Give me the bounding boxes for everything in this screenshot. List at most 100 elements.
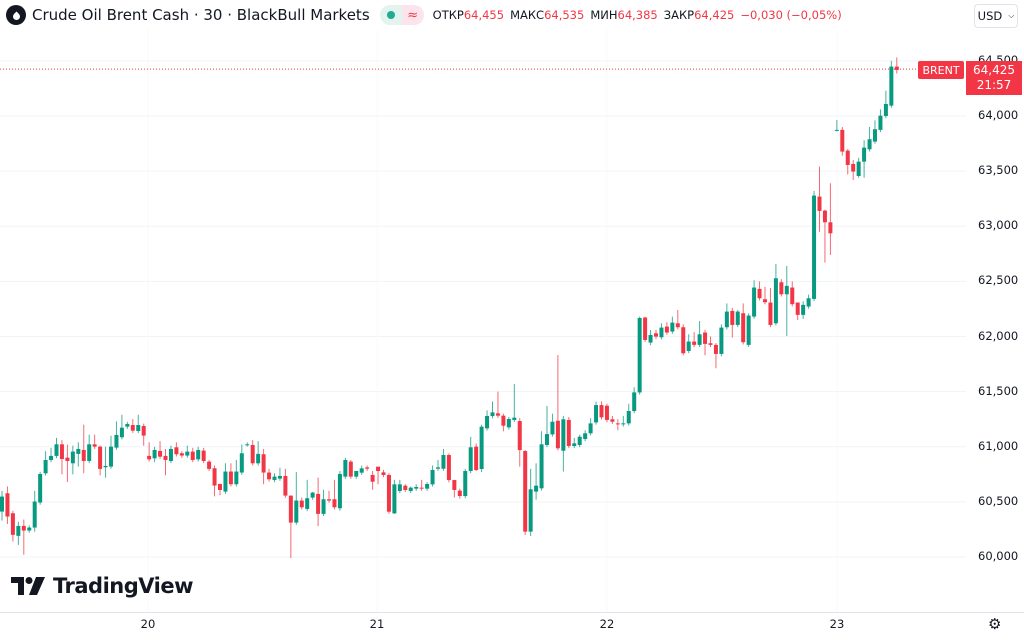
candle-down [681, 327, 686, 354]
candle-down [59, 444, 64, 459]
candle-up [583, 433, 588, 440]
candle-up [534, 485, 539, 492]
candle-up [87, 444, 92, 461]
candle-down [163, 455, 168, 460]
price-axis-label: 60,500 [978, 493, 1019, 508]
candle-down [566, 419, 571, 446]
candle-up [38, 473, 43, 503]
candle-down [845, 150, 850, 165]
candle-down [201, 450, 206, 461]
candle-down [713, 344, 718, 354]
candle-up [862, 147, 867, 162]
candle-down [316, 493, 321, 514]
candle-down [332, 499, 337, 508]
candle-down [790, 287, 795, 305]
candle-up [490, 412, 495, 416]
open-label: ОТКР [432, 8, 464, 22]
candle-up [70, 451, 75, 464]
candle-up [430, 470, 435, 485]
candle-up [670, 322, 675, 332]
candle-down [288, 495, 293, 523]
candle-up [735, 311, 740, 325]
candle-up [436, 467, 440, 469]
candle-down [822, 210, 827, 223]
candle-up [784, 285, 789, 295]
candle-up [272, 476, 277, 480]
candle-down [267, 472, 272, 480]
price-axis-label: 60,000 [978, 549, 1019, 563]
candle-down [174, 447, 179, 455]
currency-select[interactable]: USD ⌵ [974, 4, 1018, 28]
market-status-icon[interactable] [379, 5, 402, 25]
change-value: −0,030 (−0,05%) [740, 8, 842, 22]
candle-up [889, 66, 894, 106]
candle-up [697, 334, 702, 345]
candle-up [223, 471, 228, 492]
candle-up [441, 455, 446, 469]
price-axis-label: 63,000 [978, 218, 1019, 233]
candle-up [577, 436, 582, 445]
symbol-title[interactable]: Crude Oil Brent Cash · 30 · BlackBull Ma… [32, 6, 370, 24]
candle-down [381, 472, 386, 475]
candle-up [119, 427, 124, 438]
candle-down [599, 405, 604, 418]
candle-down [474, 446, 479, 471]
candle-up [414, 486, 419, 489]
candle-up [43, 459, 48, 474]
candle-up [856, 161, 861, 176]
candle-down [386, 474, 391, 512]
candle-up [479, 426, 484, 470]
time-axis-label: 20 [140, 617, 156, 631]
low-value: 64,385 [617, 8, 658, 22]
candle-down [228, 471, 233, 485]
price-axis-label: 61,500 [978, 383, 1019, 398]
candle-up [196, 449, 201, 460]
candle-up [136, 425, 141, 431]
tradingview-logo-icon [11, 577, 45, 595]
candle-down [92, 444, 97, 447]
candle-down [840, 129, 845, 152]
currency-label: USD [977, 9, 1003, 23]
candle-up [152, 449, 157, 459]
candle-down [795, 302, 800, 315]
candle-up [0, 496, 4, 512]
chart-header: Crude Oil Brent Cash · 30 · BlackBull Ma… [0, 0, 960, 30]
candle-down [851, 163, 856, 172]
candle-up [234, 471, 239, 485]
candle-down [5, 493, 10, 517]
candle-up [545, 434, 549, 445]
last-price-tag: 64,425 21:57 [966, 61, 1022, 95]
tradingview-logo[interactable]: TradingView [11, 574, 193, 598]
chevron-down-icon: ⌵ [1008, 11, 1015, 20]
candle-up [724, 311, 729, 328]
low-label: МИН [590, 8, 618, 22]
candle-down [828, 222, 833, 234]
candle-down [365, 467, 370, 469]
close-value: 64,425 [694, 8, 735, 22]
candle-down [190, 451, 195, 460]
settings-gear-icon[interactable]: ⚙ [988, 615, 1002, 633]
time-axis-label: 21 [369, 617, 385, 631]
tradingview-logo-text: TradingView [53, 574, 193, 598]
candle-up [801, 304, 806, 315]
candle-up [746, 315, 751, 345]
candle-down [452, 480, 457, 490]
high-label: МАКС [510, 8, 545, 22]
candle-up [425, 484, 430, 489]
candle-down [654, 333, 658, 337]
candle-up [168, 448, 173, 461]
candle-up [185, 451, 190, 456]
data-delay-icon[interactable]: ≈ [401, 5, 424, 25]
candle-up [806, 298, 811, 307]
candle-down [457, 490, 462, 497]
close-label: ЗАКР [663, 8, 695, 22]
candle-up [310, 492, 315, 498]
ohlc-values: ОТКР64,455 МАКС64,535 МИН64,385 ЗАКР64,4… [433, 8, 842, 22]
candle-up [878, 115, 883, 130]
candle-up [873, 129, 877, 142]
candle-up [572, 443, 577, 446]
candle-up [659, 327, 664, 338]
candle-up [637, 317, 642, 393]
candle-up [76, 448, 81, 454]
